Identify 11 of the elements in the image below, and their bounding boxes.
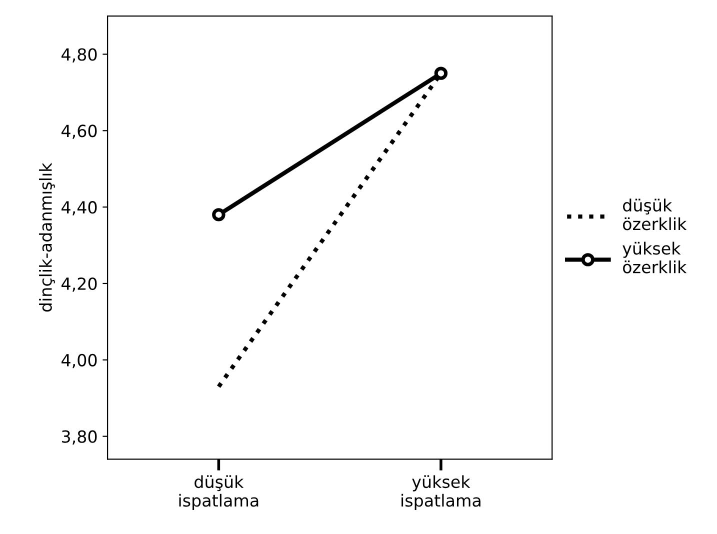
y-tick-label: 4,80 — [62, 48, 97, 62]
y-tick-label: 4,00 — [62, 354, 97, 368]
legend-label: düşük özerklik — [623, 198, 687, 230]
y-tick-label: 4,40 — [62, 201, 97, 216]
x-tick-label: düşük ispatlama — [179, 475, 258, 510]
x-tick-label: yüksek ispatlama — [402, 475, 480, 510]
y-tick-label: 4,60 — [62, 124, 97, 139]
y-axis-title: dinçlik-adanmışlık — [39, 162, 55, 312]
legend-label: yüksek özerklik — [622, 242, 687, 274]
y-tick-label: 4,20 — [62, 277, 97, 292]
y-tick-label: 3,80 — [62, 430, 97, 445]
